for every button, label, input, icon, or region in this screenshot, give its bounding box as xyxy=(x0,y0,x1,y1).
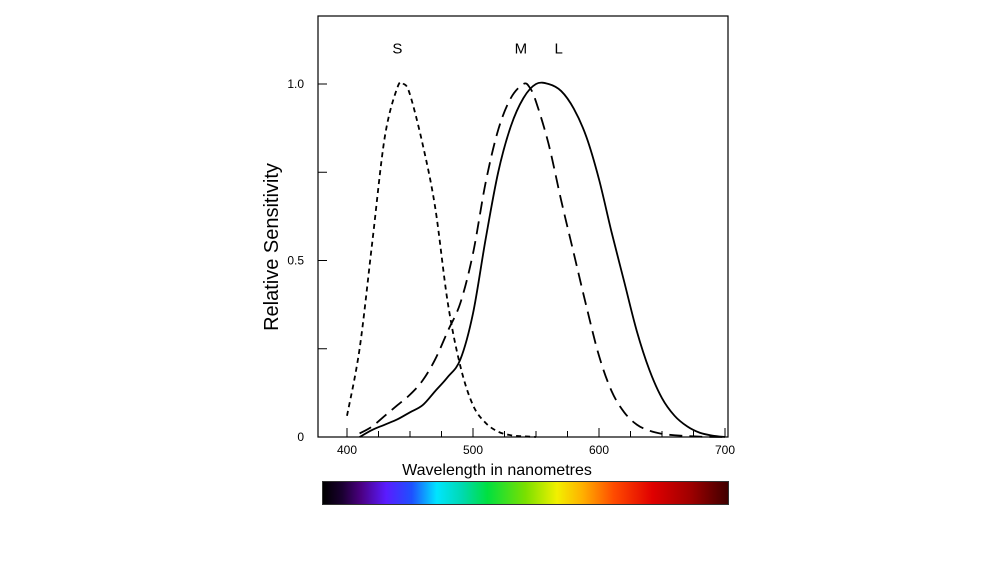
y-axis-label: Relative Sensitivity xyxy=(261,163,283,331)
y-tick-label: 0.5 xyxy=(287,254,304,268)
x-tick-label: 500 xyxy=(463,443,483,457)
series-line-l xyxy=(359,81,726,438)
curve-label-l: L xyxy=(555,41,563,58)
curve-label-m: M xyxy=(515,41,528,58)
x-tick-label: 400 xyxy=(337,443,357,457)
y-axis-ticks: 0 0.5 1.0 xyxy=(287,77,327,444)
x-axis-label: Wavelength in nanometres xyxy=(402,462,592,479)
y-tick-label: 0 xyxy=(297,430,304,444)
series-line-m xyxy=(359,82,726,438)
x-tick-label: 700 xyxy=(715,443,735,457)
plot-border xyxy=(317,15,729,438)
x-axis-ticks: 400 500 600 700 xyxy=(337,428,735,457)
y-tick-label: 1.0 xyxy=(287,77,304,91)
series-layer xyxy=(346,81,726,438)
plot-frame xyxy=(317,15,729,438)
curve-label-s: S xyxy=(392,41,402,58)
x-tick-label: 600 xyxy=(589,443,609,457)
visible-spectrum-bar xyxy=(322,481,729,505)
series-line-s xyxy=(346,81,537,438)
